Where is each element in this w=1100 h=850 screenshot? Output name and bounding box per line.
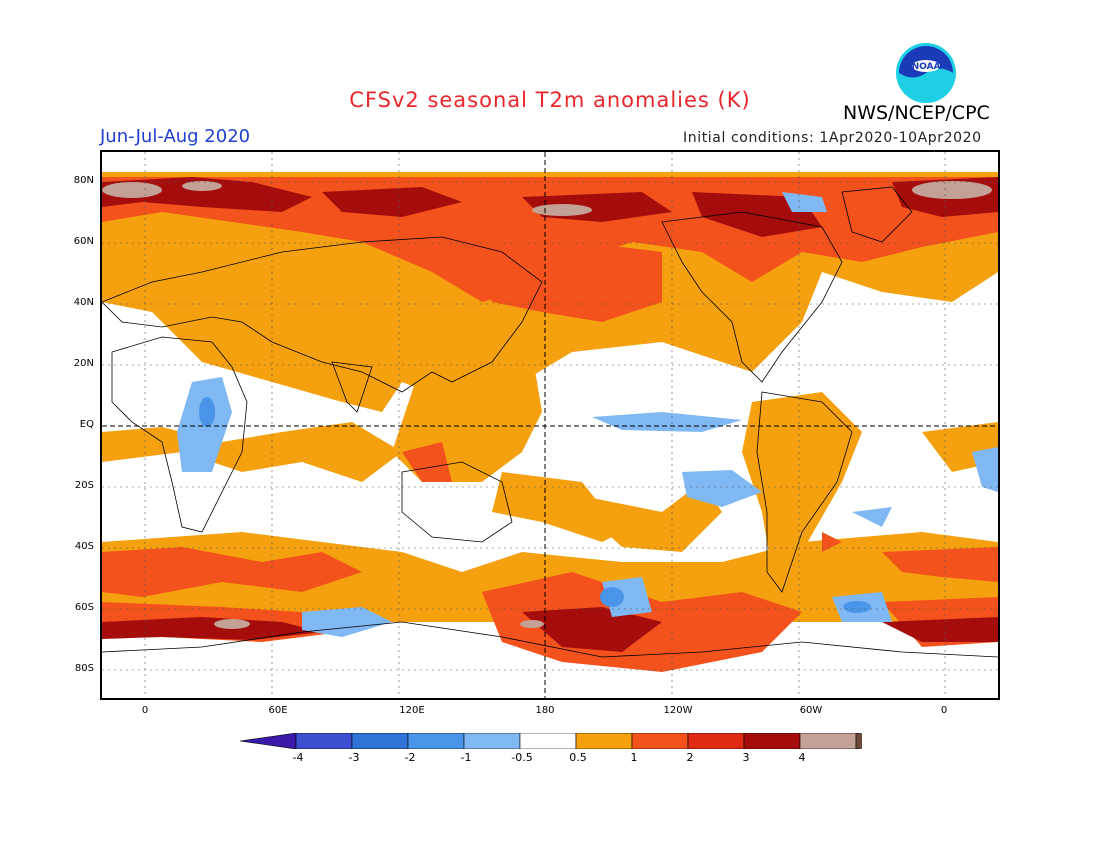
colorbar-segment <box>799 733 857 749</box>
lon-label-60w: 60W <box>799 705 823 716</box>
lon-label-0-east: 0 <box>940 705 948 716</box>
colorbar-label: 4 <box>798 751 806 764</box>
colorbar-label: -4 <box>292 751 304 764</box>
colorbar-label: 2 <box>686 751 694 764</box>
lat-label-60s: 60S <box>74 602 94 613</box>
initial-conditions: Initial conditions: 1Apr2020-10Apr2020 <box>683 130 982 146</box>
colorbar-segment <box>407 733 465 749</box>
cool-anomaly-light <box>177 192 998 637</box>
agency-label: NWS/NCEP/CPC <box>843 102 990 124</box>
colorbar-segment <box>295 733 353 749</box>
colorbar-label: 3 <box>742 751 750 764</box>
map-title: CFSv2 seasonal T2m anomalies (K) <box>349 88 751 112</box>
colorbar-segment <box>687 733 745 749</box>
lat-label-20n: 20N <box>73 358 94 369</box>
lon-label-120w: 120W <box>663 705 693 716</box>
colorbar-label: 1 <box>630 751 638 764</box>
colorbar-segment <box>743 733 801 749</box>
colorbar-segment <box>575 733 633 749</box>
coastlines <box>102 186 998 658</box>
lat-label-20s: 20S <box>74 480 94 491</box>
noaa-logo: NOAA <box>896 43 956 103</box>
colorbar-label: 0.5 <box>569 751 587 764</box>
lat-label-80n: 80N <box>73 175 94 186</box>
map-canvas <box>102 152 998 698</box>
lon-label-60e: 60E <box>268 705 288 716</box>
cool-anomaly-medium <box>199 397 871 613</box>
colorbar-right-arrow <box>855 733 862 749</box>
warm-anomaly-very-strong <box>102 181 992 629</box>
lon-label-120e: 120E <box>399 705 425 716</box>
colorbar-segment <box>631 733 689 749</box>
anomaly-map <box>100 150 1000 700</box>
lon-label-180: 180 <box>535 705 555 716</box>
lat-label-60n: 60N <box>73 236 94 247</box>
colorbar-segment <box>463 733 521 749</box>
colorbar <box>240 733 862 749</box>
colorbar-label: -1 <box>460 751 472 764</box>
lat-label-40n: 40N <box>73 297 94 308</box>
colorbar-left-arrow <box>240 733 297 749</box>
graticule <box>102 152 998 698</box>
colorbar-label: -2 <box>404 751 416 764</box>
colorbar-label: -0.5 <box>511 751 533 764</box>
season-label: Jun-Jul-Aug 2020 <box>100 126 251 147</box>
lat-label-80s: 80S <box>74 663 94 674</box>
lon-label-0-west: 0 <box>141 705 149 716</box>
colorbar-segment <box>519 733 577 749</box>
colorbar-segments <box>240 733 862 749</box>
lat-label-40s: 40S <box>74 541 94 552</box>
lat-label-eq: EQ <box>79 419 94 430</box>
colorbar-segment <box>351 733 409 749</box>
colorbar-label: -3 <box>348 751 360 764</box>
logo-text: NOAA <box>912 62 941 72</box>
